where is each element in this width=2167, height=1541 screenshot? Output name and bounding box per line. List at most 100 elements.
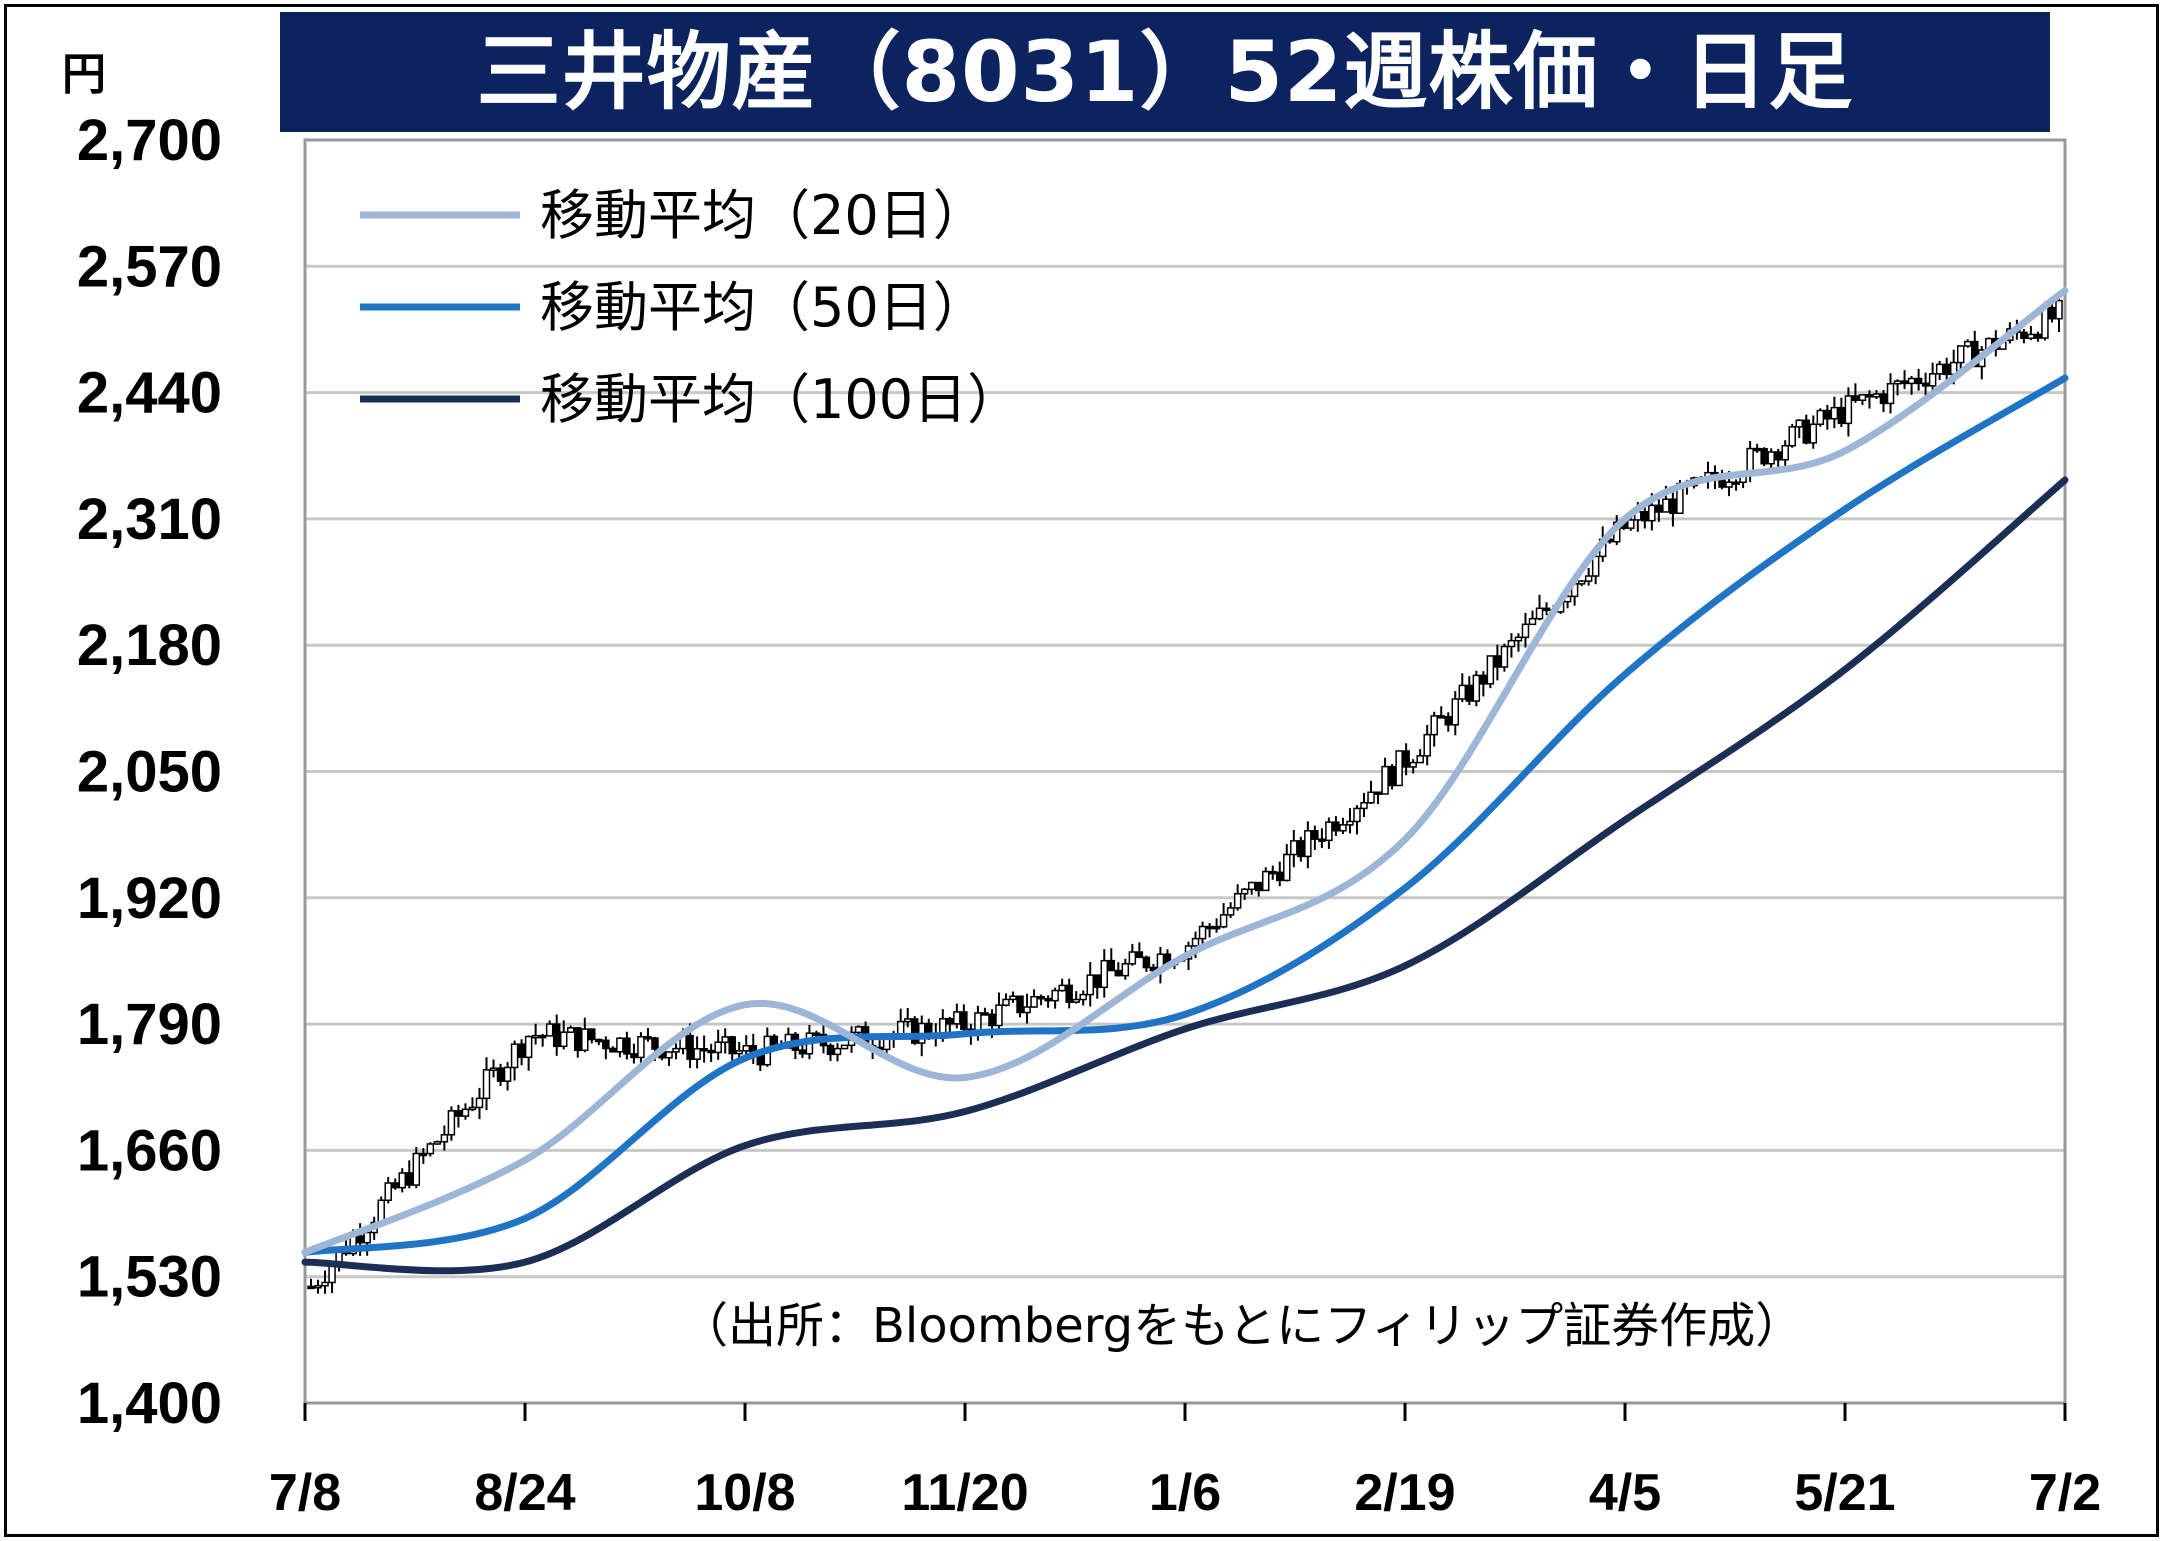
candle-body bbox=[1879, 393, 1888, 405]
candle-body bbox=[1493, 655, 1502, 668]
candle-body bbox=[1648, 504, 1656, 522]
candle-body bbox=[1971, 340, 1979, 368]
candle-body bbox=[735, 1050, 743, 1055]
y-tick-label: 1,920 bbox=[77, 866, 222, 931]
candle-body bbox=[2020, 331, 2028, 339]
candle-body bbox=[2034, 333, 2042, 339]
candle-body bbox=[1100, 959, 1109, 989]
candle-body bbox=[1500, 645, 1509, 668]
candle-body bbox=[623, 1037, 631, 1055]
candle-body bbox=[1191, 937, 1200, 947]
candle-body bbox=[1507, 639, 1516, 648]
candle-body bbox=[644, 1036, 652, 1040]
candle-body bbox=[1297, 840, 1305, 858]
candle-body bbox=[1037, 995, 1045, 1000]
candle-body bbox=[1065, 984, 1073, 1003]
candle-body bbox=[988, 1013, 996, 1027]
candle-body bbox=[1514, 636, 1523, 642]
candle-body bbox=[1956, 345, 1965, 364]
candle-body bbox=[1809, 423, 1818, 444]
candle-body bbox=[630, 1053, 638, 1059]
candle-body bbox=[1353, 807, 1361, 823]
x-tick-label: 2/19 bbox=[1354, 1464, 1455, 1522]
candle-body bbox=[1893, 380, 1902, 385]
candle-body bbox=[1802, 419, 1811, 444]
candle-body bbox=[419, 1152, 428, 1157]
grid-lines bbox=[305, 264, 2065, 1279]
candle-body bbox=[1416, 755, 1424, 764]
candle-body bbox=[910, 1018, 919, 1044]
candle-body bbox=[1430, 715, 1438, 736]
candle-body bbox=[946, 1018, 954, 1025]
candle-body bbox=[574, 1027, 582, 1052]
candle-body bbox=[903, 1018, 912, 1023]
candle-body bbox=[1086, 974, 1094, 996]
candle-body bbox=[363, 1231, 371, 1244]
candle-body bbox=[1921, 382, 1930, 387]
candle-body bbox=[1472, 674, 1481, 702]
candle-body bbox=[686, 1034, 694, 1060]
candle-body bbox=[1844, 395, 1853, 425]
candle-body bbox=[714, 1041, 722, 1054]
candle-body bbox=[1760, 448, 1768, 465]
candle-body bbox=[531, 1034, 540, 1039]
candle-body bbox=[1325, 821, 1333, 842]
candle-body bbox=[356, 1235, 364, 1244]
y-tick-label: 2,570 bbox=[77, 234, 222, 299]
x-tick-label: 11/20 bbox=[901, 1464, 1028, 1522]
candle-body bbox=[1198, 925, 1207, 940]
candle-body bbox=[1002, 998, 1010, 1006]
candle-body bbox=[1444, 715, 1453, 726]
candle-body bbox=[1079, 993, 1087, 1001]
candle-body bbox=[1009, 995, 1017, 1001]
candle-body bbox=[1374, 791, 1382, 795]
candle-body bbox=[1212, 925, 1221, 930]
candle-body bbox=[1907, 377, 1916, 385]
y-axis-unit: 円 bbox=[62, 49, 106, 100]
candle-body bbox=[1226, 907, 1235, 916]
candle-body bbox=[1451, 698, 1460, 726]
candle-body bbox=[503, 1066, 512, 1082]
candle-body bbox=[588, 1028, 596, 1041]
candle-body bbox=[398, 1172, 407, 1189]
candle-body bbox=[1304, 830, 1312, 858]
candle-body bbox=[1718, 479, 1726, 488]
candle-body bbox=[307, 1285, 315, 1290]
candle-body bbox=[1865, 394, 1874, 398]
candle-body bbox=[728, 1036, 736, 1055]
moving-average-lines bbox=[301, 287, 2069, 1275]
candle-body bbox=[2027, 333, 2035, 339]
candle-body bbox=[1837, 406, 1846, 425]
candle-body bbox=[510, 1043, 519, 1069]
candle-body bbox=[1360, 801, 1368, 810]
candle-body bbox=[1423, 733, 1431, 757]
candle-body bbox=[1261, 870, 1270, 892]
x-tick-label: 1/6 bbox=[1149, 1464, 1221, 1522]
candle-body bbox=[1788, 426, 1796, 447]
candle-body bbox=[896, 1020, 905, 1035]
candle-body bbox=[1240, 888, 1249, 895]
y-tick-label: 2,180 bbox=[77, 613, 222, 678]
candle-body bbox=[1346, 820, 1354, 826]
candle-body bbox=[440, 1134, 449, 1143]
ma-line-2 bbox=[301, 374, 2069, 1256]
candle-body bbox=[1044, 997, 1052, 1002]
candle-body bbox=[1584, 575, 1593, 582]
y-tick-label: 2,310 bbox=[77, 487, 222, 552]
candle-body bbox=[1521, 623, 1530, 639]
candle-body bbox=[1662, 498, 1670, 513]
candle-body bbox=[1233, 892, 1242, 909]
y-tick-label: 2,050 bbox=[77, 740, 222, 805]
legend-label: 移動平均（100日） bbox=[540, 368, 1021, 431]
y-tick-label: 2,440 bbox=[77, 361, 222, 426]
y-tick-label: 1,660 bbox=[77, 1118, 222, 1183]
legend: 移動平均（20日） 移動平均（50日） 移動平均（100日） bbox=[360, 184, 1021, 431]
candle-body bbox=[1942, 363, 1951, 376]
candle-body bbox=[1627, 519, 1635, 529]
axes: 2,700 2,570 2,440 2,310 2,180 2,050 1,920 1,790… bbox=[77, 108, 2101, 1522]
candle-body bbox=[538, 1034, 547, 1039]
candle-body bbox=[1332, 821, 1340, 832]
candle-body bbox=[1367, 791, 1375, 804]
candle-body bbox=[1381, 765, 1389, 795]
candle-body bbox=[1437, 715, 1445, 719]
